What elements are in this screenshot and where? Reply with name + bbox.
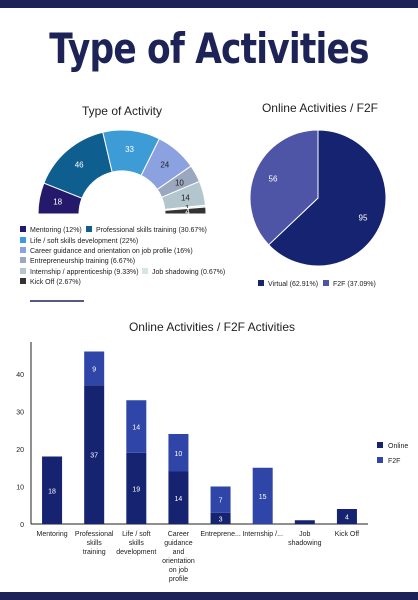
- donut-legend-swatch: [20, 257, 26, 263]
- donut-legend-swatch: [20, 278, 26, 284]
- bar-value-label: 37: [90, 453, 98, 460]
- x-category-label: development: [116, 549, 156, 556]
- donut-legend-label: Internship / apprenticeship (9.33%): [30, 269, 139, 276]
- donut-legend-swatch: [20, 268, 26, 274]
- x-category-label: Job: [299, 531, 310, 538]
- donut-legend-swatch: [20, 226, 26, 232]
- bar-value-label: 19: [132, 486, 140, 493]
- page-title: Type of Activities: [49, 24, 369, 73]
- pie-slice-label: 56: [269, 175, 278, 184]
- bar-value-label: 4: [345, 515, 349, 522]
- x-category-label: and: [173, 549, 185, 556]
- donut-slice-label: 24: [160, 160, 169, 169]
- x-category-label: Career: [168, 531, 190, 538]
- donut-slice-label: 10: [175, 178, 184, 187]
- donut-slice-label: 18: [53, 198, 62, 207]
- donut-legend-label: Kick Off (2.67%): [30, 279, 81, 286]
- donut-legend-label: Life / soft skills development (22%): [30, 238, 138, 245]
- bar-value-label: 10: [175, 451, 183, 458]
- y-tick-label: 30: [16, 410, 24, 417]
- x-category-label: guidance: [164, 540, 193, 547]
- x-category-label: Entreprene...: [200, 531, 241, 538]
- bar-segment: [168, 434, 189, 472]
- donut-slice-label: 33: [125, 145, 134, 154]
- x-category-label: skills: [129, 540, 145, 547]
- pie-slice: [267, 129, 387, 267]
- x-category-label: orientation: [162, 558, 195, 565]
- donut-slice: [164, 206, 207, 215]
- bar-legend-swatch: [377, 457, 383, 463]
- bar-value-label: 15: [259, 494, 267, 501]
- bar-value-label: 9: [92, 366, 96, 373]
- donut-slice-label: 46: [75, 160, 84, 169]
- bar-segment: [336, 509, 357, 524]
- bar-segment: [126, 452, 147, 524]
- y-tick-label: 20: [16, 447, 24, 454]
- bar-legend-swatch: [377, 442, 383, 448]
- donut-slice-label: 14: [181, 194, 190, 203]
- x-category-label: Mentoring: [36, 531, 67, 538]
- y-tick-label: 40: [16, 372, 24, 379]
- bar-segment: [84, 351, 105, 386]
- donut-legend-swatch: [86, 226, 92, 232]
- donut-legend-label: Professional skills training (30.67%): [96, 227, 207, 234]
- pie-legend-swatch: [323, 280, 329, 286]
- bar-value-label: 18: [48, 488, 56, 495]
- bar-title: Online Activities / F2F Activities: [129, 320, 295, 334]
- bar-value-label: 7: [219, 498, 223, 505]
- top-band: [0, 0, 418, 8]
- x-category-label: profile: [169, 576, 188, 583]
- pie-legend-swatch: [258, 280, 264, 286]
- bar-legend-label: F2F: [388, 458, 400, 465]
- x-category-label: shadowing: [288, 540, 322, 547]
- donut-legend-label: Career guidance and orientation on job p…: [30, 248, 193, 255]
- bar-value-label: 14: [132, 425, 140, 432]
- x-category-label: Internship /...: [242, 531, 283, 538]
- donut-legend-swatch: [20, 247, 26, 253]
- x-category-label: skills: [87, 540, 103, 547]
- donut-legend-label: Entrepreneurship training (6.67%): [30, 258, 135, 265]
- bar-value-label: 14: [175, 496, 183, 503]
- pie-legend-label: Virtual (62.91%): [268, 281, 318, 288]
- bar-segment: [168, 471, 189, 524]
- donut-title: Type of Activity: [82, 104, 162, 118]
- bar-segment: [126, 400, 147, 453]
- pie-slice: [249, 129, 319, 246]
- x-category-label: Professional: [75, 531, 114, 538]
- bar-segment: [84, 385, 105, 524]
- x-category-label: training: [83, 549, 106, 556]
- bottom-band: [0, 592, 418, 600]
- pie-legend-label: F2F (37.09%): [333, 281, 376, 288]
- pie-title: Online Activities / F2F: [262, 101, 378, 115]
- donut-legend-swatch: [20, 237, 26, 243]
- donut-slice-label: 4: [185, 207, 190, 216]
- bar-legend-label: Online: [388, 443, 408, 450]
- y-tick-label: 0: [20, 522, 24, 529]
- bar-segment: [294, 520, 315, 524]
- bar-value-label: 3: [219, 516, 223, 523]
- bar-segment: [252, 467, 273, 524]
- bar-segment: [210, 512, 231, 524]
- pie-slice-label: 95: [359, 213, 368, 222]
- donut-legend-swatch: [142, 268, 148, 274]
- donut-legend-label: Mentoring (12%): [30, 227, 82, 234]
- donut-legend-label: Job shadowing (0.67%): [152, 269, 225, 276]
- x-category-label: Kick Off: [335, 531, 359, 538]
- bar-segment: [210, 486, 231, 513]
- x-category-label: Life / soft: [122, 531, 150, 538]
- y-tick-label: 10: [16, 485, 24, 492]
- x-category-label: on job: [169, 567, 188, 574]
- bar-segment: [42, 456, 63, 524]
